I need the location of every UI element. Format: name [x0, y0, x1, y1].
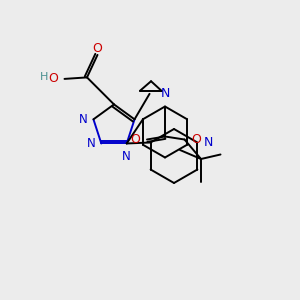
Text: O: O — [48, 72, 58, 86]
Text: N: N — [79, 113, 88, 126]
Text: N: N — [204, 136, 213, 149]
Text: N: N — [87, 137, 96, 150]
Text: O: O — [130, 133, 140, 146]
Text: O: O — [191, 133, 201, 146]
Text: N: N — [122, 150, 131, 163]
Text: O: O — [93, 42, 102, 55]
Text: N: N — [160, 87, 170, 100]
Text: H: H — [40, 72, 48, 82]
